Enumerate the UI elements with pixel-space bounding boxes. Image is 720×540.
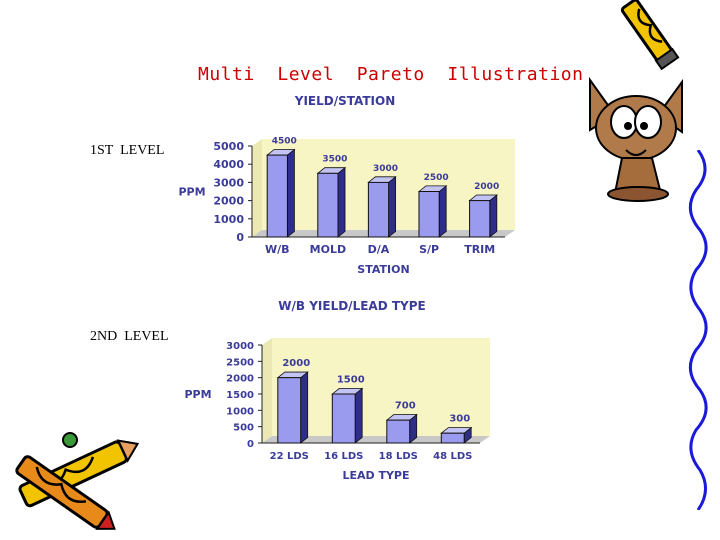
x-tick-label: 22 LDS: [270, 451, 309, 462]
y-axis-label: PPM: [178, 186, 205, 199]
x-tick-label: 16 LDS: [324, 451, 363, 462]
x-tick-label: W/B: [265, 243, 290, 256]
y-tick-label: 2000: [213, 195, 244, 208]
chart-title: W/B YIELD/LEAD TYPE: [278, 299, 425, 313]
plot-side-wall: [262, 338, 272, 443]
data-label: 700: [395, 401, 416, 412]
bar-side: [300, 371, 309, 444]
bar-side: [489, 194, 498, 238]
bar-side: [287, 148, 295, 238]
data-label: 2000: [474, 182, 499, 192]
x-tick-label: MOLD: [310, 243, 346, 256]
squiggle-border-icon: [688, 150, 708, 510]
data-label: 2500: [424, 173, 449, 183]
bar-side: [388, 175, 397, 238]
x-tick-label: 48 LDS: [433, 451, 472, 462]
y-tick-label: 4000: [213, 158, 244, 171]
y-axis-label: PPM: [184, 388, 211, 401]
x-tick-label: D/A: [368, 243, 390, 256]
bar: [367, 181, 390, 238]
data-label: 1500: [337, 374, 365, 385]
bar: [386, 419, 411, 444]
plot-side-wall: [252, 139, 262, 237]
x-tick-label: 18 LDS: [379, 451, 418, 462]
bar: [469, 200, 491, 238]
bar-side: [337, 166, 346, 238]
bar: [418, 191, 440, 238]
bar-side: [438, 185, 447, 238]
x-axis-label: LEAD TYPE: [342, 469, 409, 482]
y-tick-label: 500: [233, 423, 254, 434]
x-axis-label: STATION: [357, 263, 409, 275]
y-tick-label: 2500: [226, 357, 254, 368]
yield-station-chart: 0 1000 2000 3000 4000 5000 4500 W/B 3500 MOLD 3000…: [178, 94, 515, 275]
y-tick-label: 0: [247, 439, 254, 450]
x-tick-label: S/P: [419, 243, 439, 256]
plot-floor: [262, 436, 490, 443]
y-tick-label: 1000: [213, 213, 244, 226]
cartoon-cat-icon: [589, 76, 683, 202]
y-tick-label: 5000: [213, 140, 244, 153]
bar: [266, 154, 288, 238]
y-tick-label: 3000: [213, 176, 244, 189]
y-tick-label: 1500: [226, 390, 254, 401]
data-label: 2000: [282, 358, 310, 369]
data-label: 4500: [272, 137, 297, 147]
level-2-label: 2ND LEVEL: [90, 329, 169, 344]
data-label: 300: [449, 414, 470, 425]
bar: [331, 393, 356, 444]
y-tick-label: 0: [236, 231, 244, 244]
y-tick-label: 3000: [226, 341, 254, 352]
y-tick-label: 1000: [226, 406, 254, 417]
plot-back-wall: [272, 338, 490, 436]
crayons-top-right-icon: [620, 0, 680, 70]
data-label: 3000: [373, 164, 398, 174]
x-tick-label: TRIM: [464, 243, 495, 256]
bar: [440, 432, 465, 444]
bar-side: [354, 387, 363, 444]
bar: [317, 172, 339, 238]
data-label: 3500: [322, 155, 347, 165]
chart-title: YIELD/STATION: [294, 94, 396, 108]
level-1-label: 1ST LEVEL: [90, 143, 165, 158]
lead-type-chart: 0 500 1000 1500 2000 2500 3000 2000 22 LDS 1500 16…: [184, 299, 490, 482]
slide-title: Multi Level Pareto Illustration: [198, 64, 584, 85]
crayons-bottom-left-icon: [15, 432, 140, 530]
y-tick-label: 2000: [226, 374, 254, 385]
bar: [277, 377, 302, 444]
